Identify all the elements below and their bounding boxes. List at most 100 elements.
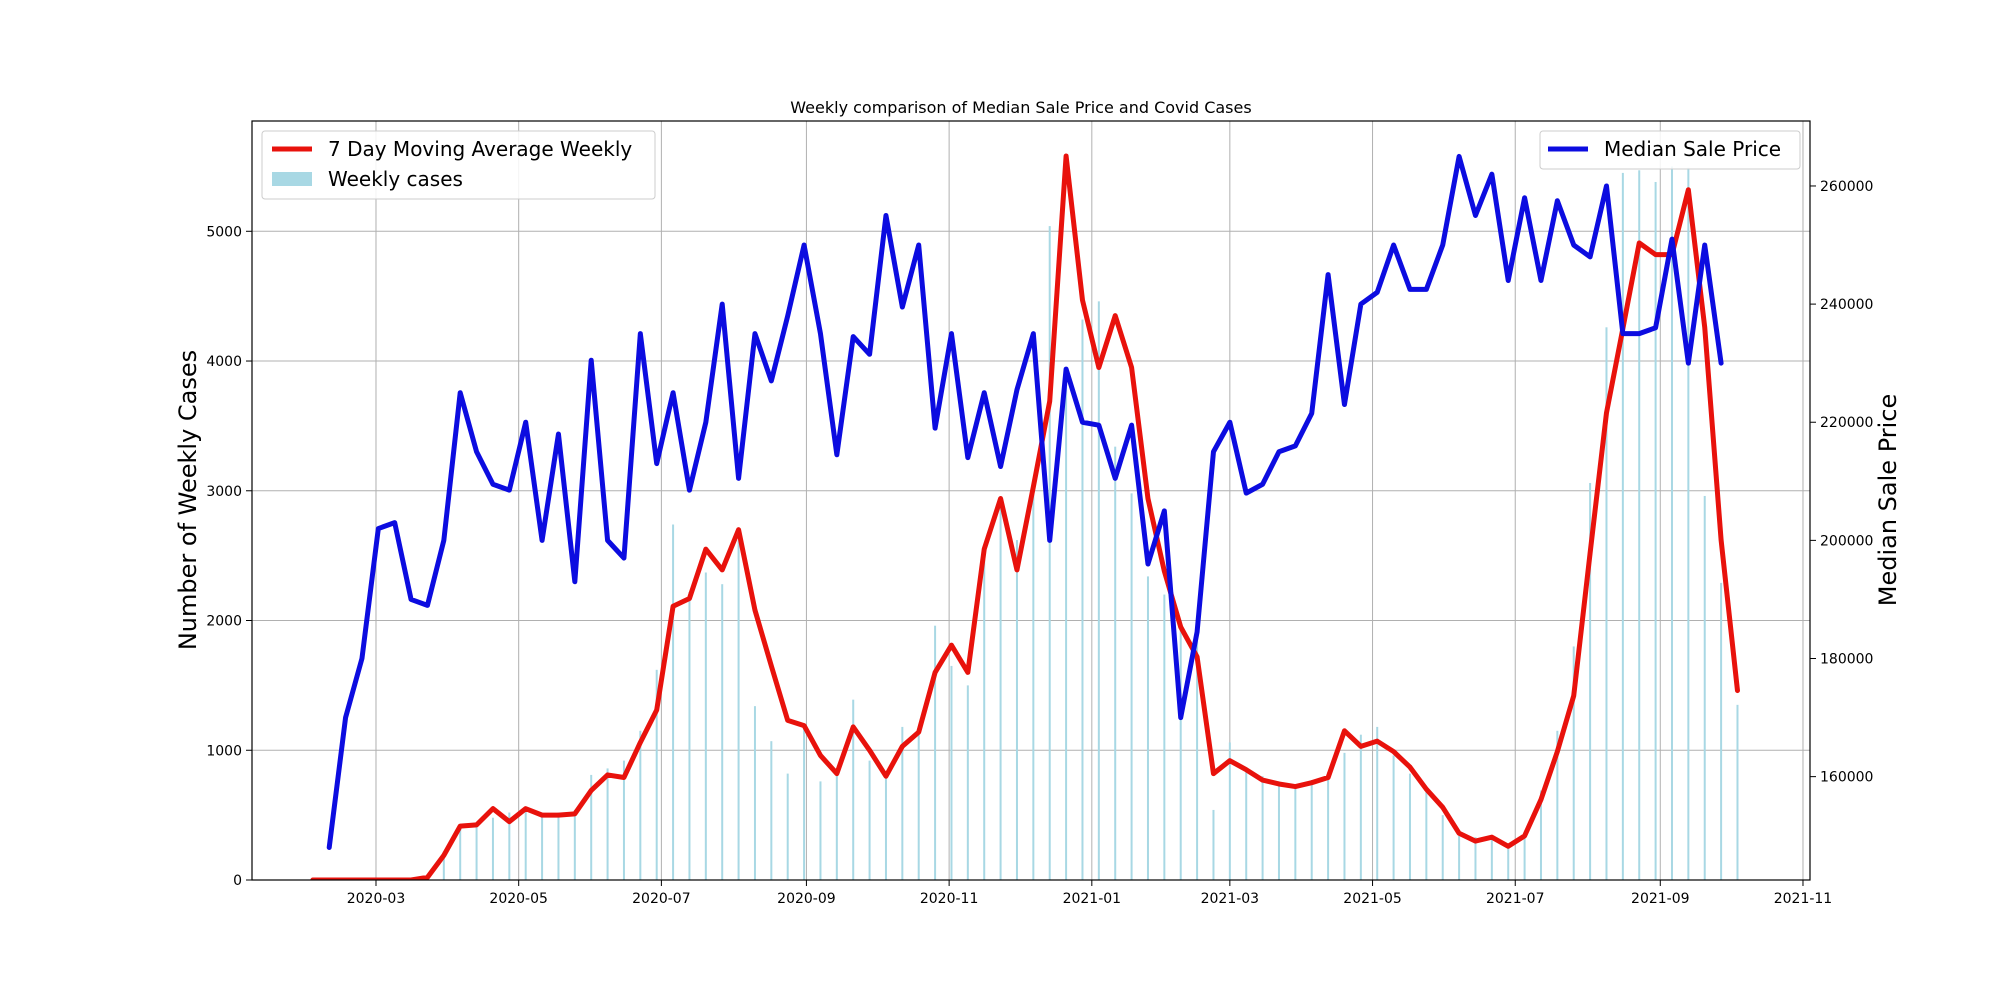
- legend-label-weekly-cases: Weekly cases: [328, 167, 463, 191]
- plot-frame: [251, 120, 1811, 881]
- weekly-cases-bar: [1097, 301, 1100, 880]
- weekly-cases-bar: [1294, 785, 1297, 880]
- weekly-cases-bar: [524, 809, 527, 880]
- weekly-cases-bar: [459, 828, 462, 880]
- weekly-cases-bar: [655, 669, 658, 880]
- legend-left-box: [261, 130, 656, 200]
- weekly-cases-bar: [1670, 166, 1673, 880]
- weekly-cases-bars: [426, 166, 1739, 880]
- y-axis-left-label: Number of Weekly Cases: [174, 350, 202, 650]
- weekly-cases-bar: [934, 625, 937, 880]
- weekly-cases-bar: [1327, 772, 1330, 880]
- weekly-cases-bar: [1065, 386, 1068, 880]
- y-left-tick-label: 4000: [206, 354, 242, 370]
- x-tick-label: 2021-03: [1201, 891, 1260, 907]
- weekly-cases-bar: [999, 495, 1002, 880]
- weekly-cases-bar: [737, 540, 740, 880]
- weekly-cases-bar: [1146, 576, 1149, 880]
- weekly-cases-bar: [573, 809, 576, 880]
- weekly-cases-bar: [1720, 582, 1723, 880]
- legend-right-box: [1539, 130, 1801, 170]
- legend-swatch-weekly-cases: [272, 172, 312, 186]
- y-left-tick-label: 2000: [206, 614, 242, 630]
- weekly-cases-bar: [1114, 446, 1117, 880]
- weekly-cases-bar: [1048, 226, 1051, 880]
- weekly-cases-bar: [1654, 181, 1657, 880]
- weekly-cases-bar: [491, 817, 494, 880]
- weekly-cases-bar: [1687, 167, 1690, 880]
- weekly-cases-bar: [721, 584, 724, 880]
- weekly-cases-bar: [1703, 495, 1706, 880]
- weekly-cases-bar: [606, 768, 609, 880]
- x-tick-label: 2021-05: [1343, 891, 1402, 907]
- weekly-cases-bar: [557, 812, 560, 880]
- legend-label-moving-average: 7 Day Moving Average Weekly: [328, 137, 632, 161]
- y-right-tick-label: 200000: [1820, 533, 1873, 549]
- weekly-cases-bar: [1277, 781, 1280, 880]
- weekly-cases-bar: [1196, 625, 1199, 880]
- weekly-cases-bar: [1408, 773, 1411, 880]
- weekly-cases-bar: [950, 665, 953, 880]
- y-left-tick-label: 5000: [206, 224, 242, 240]
- moving-average-line: [310, 153, 1740, 880]
- y-right-tick-label: 220000: [1820, 415, 1873, 431]
- median-sale-price-line: [326, 153, 1724, 851]
- weekly-cases-bar: [1179, 620, 1182, 880]
- weekly-cases-bar: [1163, 594, 1166, 880]
- weekly-cases-bar: [590, 774, 593, 880]
- weekly-cases-bar: [1015, 540, 1018, 880]
- weekly-cases-bar: [884, 771, 887, 880]
- weekly-cases-bar: [1621, 172, 1624, 880]
- y-axis-right: 160000 180000 200000 220000 240000 260000: [1810, 179, 1873, 786]
- weekly-cases-bar: [835, 768, 838, 880]
- y-axis-right-label: Median Sale Price: [1874, 394, 1902, 606]
- legend-left: 7 Day Moving Average Weekly Weekly cases: [261, 130, 656, 200]
- weekly-cases-bar: [1556, 730, 1559, 880]
- y-left-tick-label: 1000: [206, 743, 242, 759]
- y-right-tick-label: 240000: [1820, 297, 1873, 313]
- weekly-cases-bar: [475, 824, 478, 880]
- y-right-tick-label: 180000: [1820, 652, 1873, 668]
- weekly-cases-bar: [622, 760, 625, 880]
- weekly-cases-bar: [983, 550, 986, 880]
- weekly-cases-bar: [1392, 755, 1395, 880]
- weekly-cases-bar: [541, 812, 544, 880]
- weekly-cases-bar: [1081, 319, 1084, 880]
- weekly-cases-bar: [442, 851, 445, 880]
- legend-label-median-price: Median Sale Price: [1604, 137, 1781, 161]
- weekly-cases-bar: [852, 699, 855, 880]
- y-right-tick-label: 260000: [1820, 179, 1873, 195]
- weekly-cases-bar: [803, 726, 806, 880]
- weekly-cases-bar: [1212, 809, 1215, 880]
- weekly-cases-bar: [1032, 493, 1035, 880]
- weekly-cases-bar: [1441, 815, 1444, 880]
- weekly-cases-bar: [868, 760, 871, 880]
- legend-right: Median Sale Price: [1539, 130, 1801, 170]
- weekly-cases-bar: [1261, 776, 1264, 880]
- weekly-cases-bar: [786, 773, 789, 880]
- weekly-cases-bar: [1539, 790, 1542, 880]
- weekly-cases-bar: [1572, 646, 1575, 880]
- x-tick-label: 2020-09: [777, 891, 836, 907]
- weekly-cases-bar: [1228, 742, 1231, 880]
- weekly-cases-bar: [1425, 791, 1428, 880]
- weekly-cases-bar: [1130, 493, 1133, 880]
- weekly-cases-bar: [819, 781, 822, 880]
- weekly-cases-bar: [704, 572, 707, 880]
- x-tick-label: 2021-11: [1774, 891, 1833, 907]
- weekly-cases-bar: [1310, 780, 1313, 880]
- weekly-cases-bar: [1736, 704, 1739, 880]
- series-lines: [310, 153, 1740, 880]
- x-tick-label: 2021-07: [1486, 891, 1545, 907]
- y-axis-left: 0 1000 2000 3000 4000 5000: [206, 224, 252, 889]
- x-tick-label: 2020-11: [920, 891, 979, 907]
- y-left-tick-label: 0: [233, 873, 242, 889]
- weekly-cases-bar: [639, 730, 642, 880]
- weekly-cases-bar: [1343, 752, 1346, 880]
- weekly-cases-bar: [966, 685, 969, 880]
- weekly-cases-bar: [1523, 837, 1526, 880]
- weekly-cases-bar: [1507, 847, 1510, 880]
- weekly-cases-bar: [688, 591, 691, 880]
- weekly-cases-bar: [672, 524, 675, 880]
